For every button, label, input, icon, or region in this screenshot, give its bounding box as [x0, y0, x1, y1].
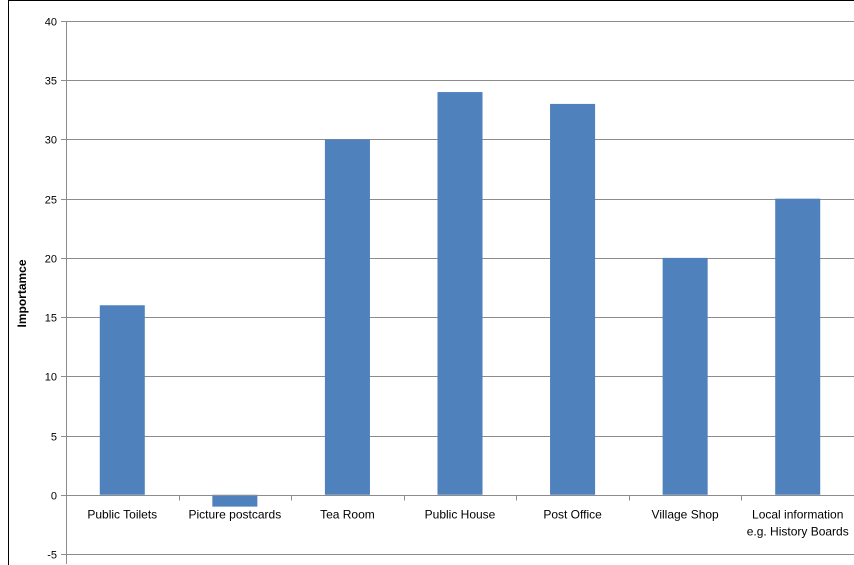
y-tick-label: -5: [47, 550, 57, 562]
y-tick-label: 25: [45, 195, 57, 207]
axes: [66, 21, 854, 564]
x-tick-label: Local information e.g. History Boards: [747, 508, 849, 539]
bar-5: [662, 257, 708, 495]
y-tick-label: 20: [45, 254, 57, 266]
x-tick-label: Public Toilets: [87, 508, 157, 522]
x-tick-label: Picture postcards: [188, 508, 281, 522]
bar-3: [437, 92, 483, 495]
y-tick-label: 5: [51, 432, 57, 444]
bar-2: [324, 139, 370, 495]
bar-4: [550, 103, 596, 495]
x-tick-labels: Public Toilets Picture postcards Tea Room P…: [87, 508, 848, 539]
x-tick-label: Tea Room: [320, 508, 375, 522]
x-tick-label: Post Office: [543, 508, 602, 522]
y-tick-label: 35: [45, 76, 57, 88]
bar-1: [212, 494, 258, 507]
y-axis-title: Importamce: [15, 259, 29, 327]
bar-0: [99, 305, 145, 495]
y-tick-label: 10: [45, 372, 57, 384]
y-tick-labels: -5 0 5 10 15 20 25 30 35 40: [45, 17, 57, 562]
y-tick-label: 0: [51, 491, 57, 503]
x-tick-label: Village Shop: [652, 508, 719, 522]
y-tick-label: 15: [45, 313, 57, 325]
bar-6: [775, 198, 821, 495]
bars: [99, 92, 821, 507]
y-tick-label: 30: [45, 135, 57, 147]
y-tick-label: 40: [45, 17, 57, 29]
chart-frame: [8, 0, 854, 565]
x-tick-label: Public House: [425, 508, 496, 522]
